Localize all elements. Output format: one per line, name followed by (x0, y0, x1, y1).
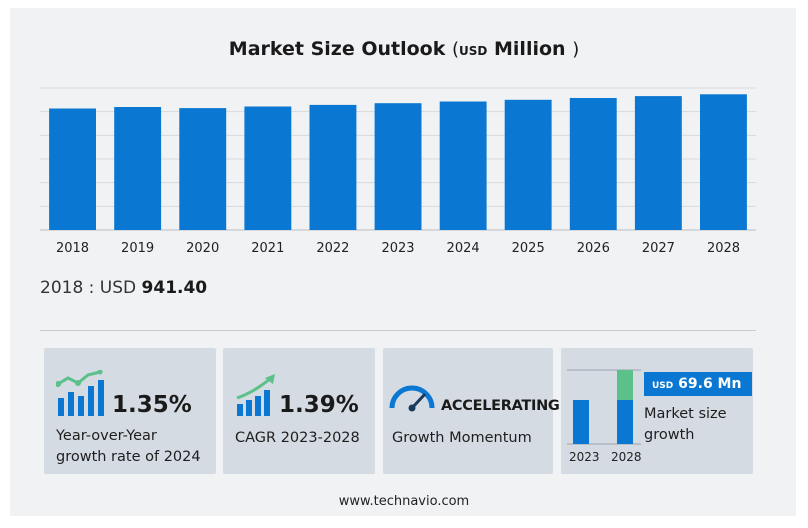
x-tick-label-2021: 2021 (251, 241, 284, 256)
growth-mini-chart (567, 369, 641, 445)
momentum-caption: Growth Momentum (392, 428, 532, 449)
yoy-caption-line2: growth rate of 2024 (56, 449, 201, 465)
title-open-paren: ( (452, 39, 460, 60)
cagr-bars-icon (236, 374, 275, 416)
bar-2022 (309, 104, 357, 230)
title-unit: Million (494, 38, 566, 60)
growth-caption-line2: growth (644, 427, 695, 443)
mini-bar-2023 (573, 400, 589, 444)
yoy-card: 1.35% Year-over-Year growth rate of 2024 (44, 348, 216, 474)
bar-2020 (179, 108, 227, 230)
momentum-card: ACCELERATING Growth Momentum (383, 348, 560, 474)
bar-2027 (634, 96, 682, 230)
mini-bar-growth (617, 370, 633, 400)
title-main: Market Size Outlook (228, 38, 446, 60)
x-tick-label-2023: 2023 (381, 241, 414, 256)
cagr-caption: CAGR 2023-2028 (235, 428, 360, 449)
x-tick-label-2022: 2022 (316, 241, 349, 256)
x-tick-label-2024: 2024 (447, 241, 480, 256)
bar-2023 (374, 103, 422, 230)
growth-card: 2023 2028 USD 69.6 Mn Market size growth (561, 348, 753, 474)
bar-2028 (700, 94, 747, 230)
x-tick-label-2028: 2028 (707, 241, 740, 256)
momentum-caption-line1: Growth Momentum (392, 430, 532, 446)
growth-caption: Market size growth (644, 404, 727, 446)
title-unit-prefix: USD (459, 44, 488, 58)
x-tick-label-2018: 2018 (56, 241, 89, 256)
x-tick-label-2027: 2027 (642, 241, 675, 256)
growth-badge-prefix: USD (652, 381, 674, 391)
growth-chart-icon (56, 370, 104, 416)
mini-bar-2028 (617, 400, 633, 444)
cagr-card: 1.39% CAGR 2023-2028 (223, 348, 375, 474)
yoy-caption: Year-over-Year growth rate of 2024 (56, 426, 201, 468)
speedometer-icon (389, 385, 435, 412)
bar-chart: 2018 2019 2020 2021 2022 2023 2024 2025 2026 2027… (40, 87, 756, 256)
growth-badge-value: 69.6 Mn (678, 376, 742, 392)
x-tick-label-2025: 2025 (512, 241, 545, 256)
bar-2019 (114, 107, 162, 230)
mini-year-start: 2023 (569, 450, 600, 464)
yoy-value: 1.35% (112, 392, 192, 418)
chart-x-labels: 2018 2019 2020 2021 2022 2023 2024 2025 2026 2027… (56, 241, 740, 256)
x-tick-label-2020: 2020 (186, 241, 219, 256)
cagr-value: 1.39% (279, 392, 359, 418)
x-tick-label-2019: 2019 (121, 241, 154, 256)
bar-2026 (569, 98, 617, 230)
x-tick-label-2026: 2026 (577, 241, 610, 256)
growth-caption-line1: Market size (644, 406, 727, 422)
chart-bars (49, 94, 747, 230)
source-footer: www.technavio.com (338, 494, 470, 509)
title-close-paren: ) (572, 39, 580, 60)
base-year-amount: 941.40 (141, 278, 208, 298)
bar-2024 (439, 101, 487, 230)
base-year-value: 2018 : USD 941.40 (40, 278, 207, 298)
bar-2025 (504, 99, 552, 230)
growth-badge: USD 69.6 Mn (644, 372, 752, 396)
chart-title: Market Size Outlook (USD Million ) (0, 38, 808, 60)
bar-2021 (244, 106, 292, 230)
yoy-caption-line1: Year-over-Year (56, 428, 157, 444)
section-divider (40, 330, 756, 331)
mini-year-end: 2028 (611, 450, 642, 464)
base-year-label: 2018 : USD (40, 278, 137, 298)
momentum-value: ACCELERATING (441, 398, 560, 414)
cagr-caption-line1: CAGR 2023-2028 (235, 430, 360, 446)
bar-2018 (49, 108, 96, 230)
